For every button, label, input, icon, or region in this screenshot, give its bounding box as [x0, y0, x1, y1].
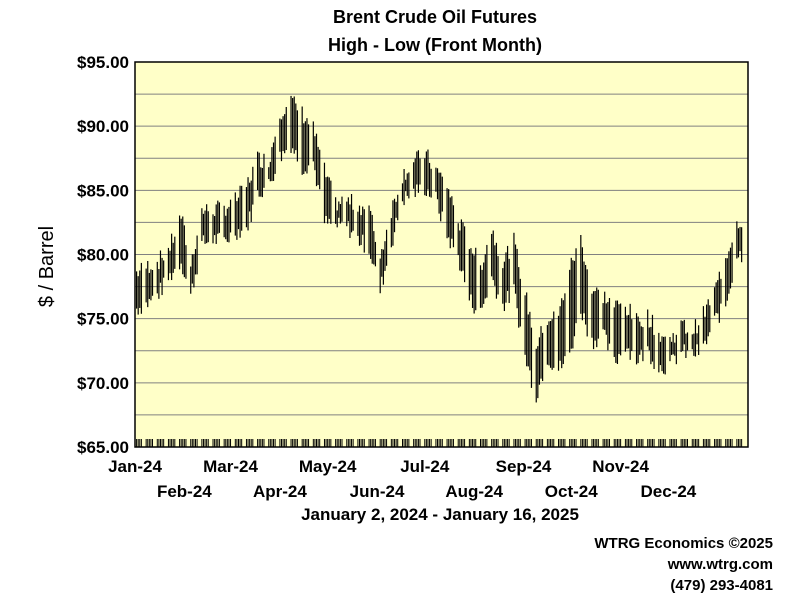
date-range-label: January 2, 2024 - January 16, 2025: [301, 505, 579, 524]
x-tick-label: Jun-24: [350, 482, 405, 501]
y-tick-label: $70.00: [77, 374, 129, 393]
y-tick-label: $95.00: [77, 53, 129, 72]
y-tick-label: $75.00: [77, 310, 129, 329]
x-tick-label: May-24: [299, 457, 357, 476]
x-tick-label: Mar-24: [203, 457, 258, 476]
y-tick-label: $80.00: [77, 246, 129, 265]
x-tick-label: Jan-24: [108, 457, 162, 476]
x-tick-label: Aug-24: [445, 482, 503, 501]
y-tick-label: $65.00: [77, 438, 129, 457]
x-tick-label: Jul-24: [400, 457, 450, 476]
x-tick-label: Nov-24: [592, 457, 649, 476]
footer-website: www.wtrg.com: [667, 556, 773, 573]
y-axis-label: $ / Barrel: [36, 226, 58, 307]
chart-subtitle: High - Low (Front Month): [328, 35, 542, 55]
x-tick-label: Feb-24: [157, 482, 212, 501]
footer-copyright: WTRG Economics ©2025: [594, 535, 773, 552]
x-tick-label: Sep-24: [496, 457, 552, 476]
y-tick-label: $90.00: [77, 117, 129, 136]
plot-border: [134, 61, 749, 448]
x-tick-label: Apr-24: [253, 482, 307, 501]
footer-phone: (479) 293-4081: [670, 577, 773, 594]
x-tick-label: Dec-24: [641, 482, 697, 501]
chart-title: Brent Crude Oil Futures: [332, 7, 538, 27]
y-tick-label: $85.00: [77, 181, 129, 200]
x-tick-label: Oct-24: [545, 482, 598, 501]
